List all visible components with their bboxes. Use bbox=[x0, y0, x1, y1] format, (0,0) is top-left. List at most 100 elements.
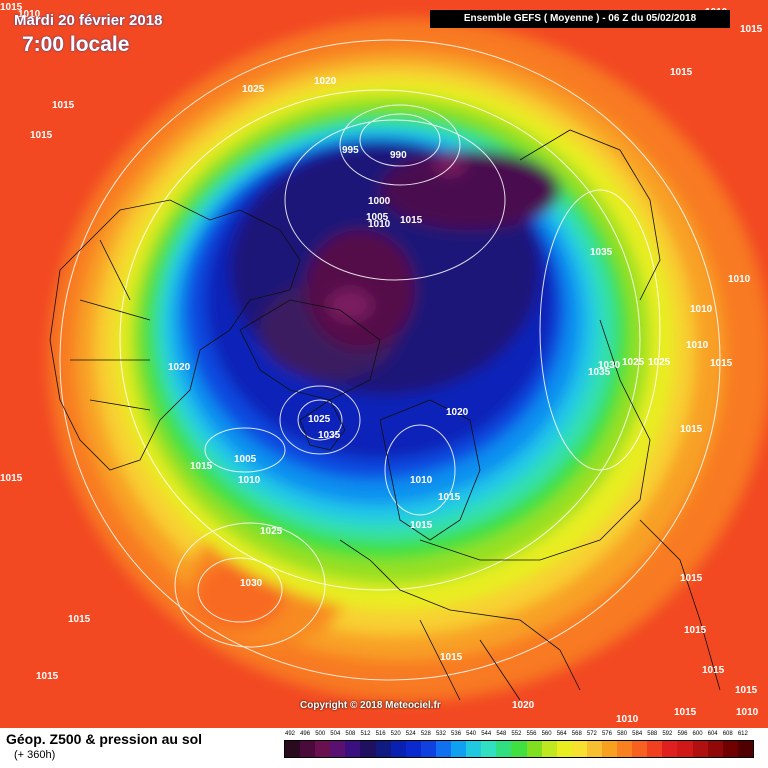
isobar-label: 1020 bbox=[446, 407, 469, 418]
legend-value: 560 bbox=[541, 731, 552, 737]
isobar-label: 1015 bbox=[0, 2, 23, 13]
legend-value: 508 bbox=[345, 731, 356, 737]
legend-swatch: 532 bbox=[435, 731, 452, 757]
isobar-label: 1015 bbox=[735, 685, 758, 696]
legend-swatch: 508 bbox=[345, 731, 361, 757]
legend-value: 588 bbox=[647, 731, 658, 737]
legend-swatch: 612 bbox=[737, 731, 753, 757]
legend-value: 500 bbox=[315, 731, 326, 737]
isobar-label: 1025 bbox=[622, 357, 645, 368]
isobar-label: 1000 bbox=[368, 196, 391, 207]
legend-swatch: 576 bbox=[601, 731, 618, 757]
isobar-label: 1015 bbox=[438, 492, 461, 503]
map-variable-title: Géop. Z500 & pression au sol bbox=[6, 731, 203, 747]
legend-value: 536 bbox=[451, 731, 462, 737]
legend-value: 520 bbox=[390, 731, 401, 737]
isobar-label: 1015 bbox=[680, 424, 703, 435]
isobar-label: 995 bbox=[342, 145, 359, 156]
isobar-label: 1010 bbox=[690, 304, 713, 315]
legend-value: 564 bbox=[556, 731, 567, 737]
isobar-label: 1015 bbox=[684, 625, 707, 636]
legend-swatch: 540 bbox=[466, 731, 482, 757]
legend-value: 492 bbox=[285, 731, 296, 737]
isobar-label: 1020 bbox=[512, 700, 535, 711]
legend-swatch: 548 bbox=[496, 731, 512, 757]
legend-value: 544 bbox=[481, 731, 492, 737]
legend-swatch: 556 bbox=[526, 731, 542, 757]
legend-swatch: 524 bbox=[405, 731, 421, 757]
legend-swatch: 588 bbox=[647, 731, 663, 757]
map-date: Mardi 20 février 2018 bbox=[14, 12, 163, 29]
isobar-label: 1010 bbox=[728, 274, 751, 285]
isobar-label: 1015 bbox=[740, 24, 763, 35]
isobar-label: 1010 bbox=[410, 475, 433, 486]
model-run-label: Ensemble GEFS ( Moyenne ) - 06 Z du 05/0… bbox=[430, 10, 730, 28]
legend-swatch: 492 bbox=[285, 731, 301, 757]
isobar-label: 1025 bbox=[242, 84, 265, 95]
isobar-label: 1015 bbox=[36, 671, 59, 682]
isobar-lines bbox=[59, 39, 721, 681]
legend-value: 608 bbox=[722, 731, 733, 737]
legend-swatch: 600 bbox=[692, 731, 708, 757]
coastlines bbox=[49, 129, 721, 701]
legend-value: 512 bbox=[360, 731, 371, 737]
legend-swatch: 564 bbox=[556, 731, 572, 757]
legend-value: 568 bbox=[571, 731, 582, 737]
legend-value: 548 bbox=[496, 731, 507, 737]
isobar-label: 1025 bbox=[308, 414, 331, 425]
copyright-text: Copyright © 2018 Meteociel.fr bbox=[300, 700, 441, 711]
isobar-label: 990 bbox=[390, 150, 407, 161]
isobar-label: 1015 bbox=[680, 573, 703, 584]
isobar-label: 1015 bbox=[440, 652, 463, 663]
legend-value: 604 bbox=[707, 731, 718, 737]
isobar-label: 1020 bbox=[168, 362, 191, 373]
legend-swatch: 504 bbox=[330, 731, 346, 757]
isobar-label: 1015 bbox=[30, 130, 53, 141]
isobar-label: 1030 bbox=[598, 360, 621, 371]
legend-swatch: 500 bbox=[315, 731, 331, 757]
geopotential-field bbox=[0, 0, 768, 728]
legend-value: 528 bbox=[420, 731, 431, 737]
legend-swatch: 552 bbox=[511, 731, 527, 757]
isobar-label: 1015 bbox=[702, 665, 725, 676]
legend-value: 584 bbox=[632, 731, 643, 737]
isobar-label: 1015 bbox=[410, 520, 433, 531]
isobar-label: 1010 bbox=[686, 340, 709, 351]
isobar-label: 1035 bbox=[588, 367, 611, 378]
legend-swatch: 544 bbox=[481, 731, 497, 757]
isobar-label: 1015 bbox=[674, 707, 697, 718]
isobar-label: 1005 bbox=[366, 212, 389, 223]
isobar-label: 1010 bbox=[736, 707, 759, 718]
isobar-label: 1020 bbox=[314, 76, 337, 87]
legend-swatch: 584 bbox=[632, 731, 648, 757]
legend-value: 552 bbox=[511, 731, 522, 737]
legend-swatch: 520 bbox=[390, 731, 406, 757]
isobar-label: 1015 bbox=[670, 67, 693, 78]
legend-swatch: 528 bbox=[420, 731, 436, 757]
legend-value: 524 bbox=[405, 731, 416, 737]
isobar-label: 1030 bbox=[240, 578, 263, 589]
isobar-label: 1005 bbox=[234, 454, 257, 465]
legend-swatch: 608 bbox=[722, 731, 738, 757]
isobar-label: 1025 bbox=[260, 526, 283, 537]
isobar-label: 1010 bbox=[368, 219, 391, 230]
legend-swatch: 516 bbox=[375, 731, 391, 757]
legend-swatch: 560 bbox=[541, 731, 557, 757]
legend-value: 504 bbox=[330, 731, 341, 737]
legend-value: 576 bbox=[601, 731, 612, 737]
isobar-label: 1010 bbox=[18, 9, 41, 20]
isobar-label: 1015 bbox=[400, 215, 423, 226]
legend-swatch: 496 bbox=[300, 731, 316, 757]
isobar-label: 1015 bbox=[0, 473, 23, 484]
legend-swatch: 568 bbox=[571, 731, 587, 757]
legend-swatch: 592 bbox=[662, 731, 678, 757]
isobar-label: 1035 bbox=[318, 430, 341, 441]
isobar-label: 1015 bbox=[52, 100, 75, 111]
isobar-label: 1015 bbox=[190, 461, 213, 472]
legend-swatch: 580 bbox=[617, 731, 633, 757]
forecast-lead-time: (+ 360h) bbox=[14, 749, 56, 761]
map-time: 7:00 locale bbox=[22, 33, 130, 56]
